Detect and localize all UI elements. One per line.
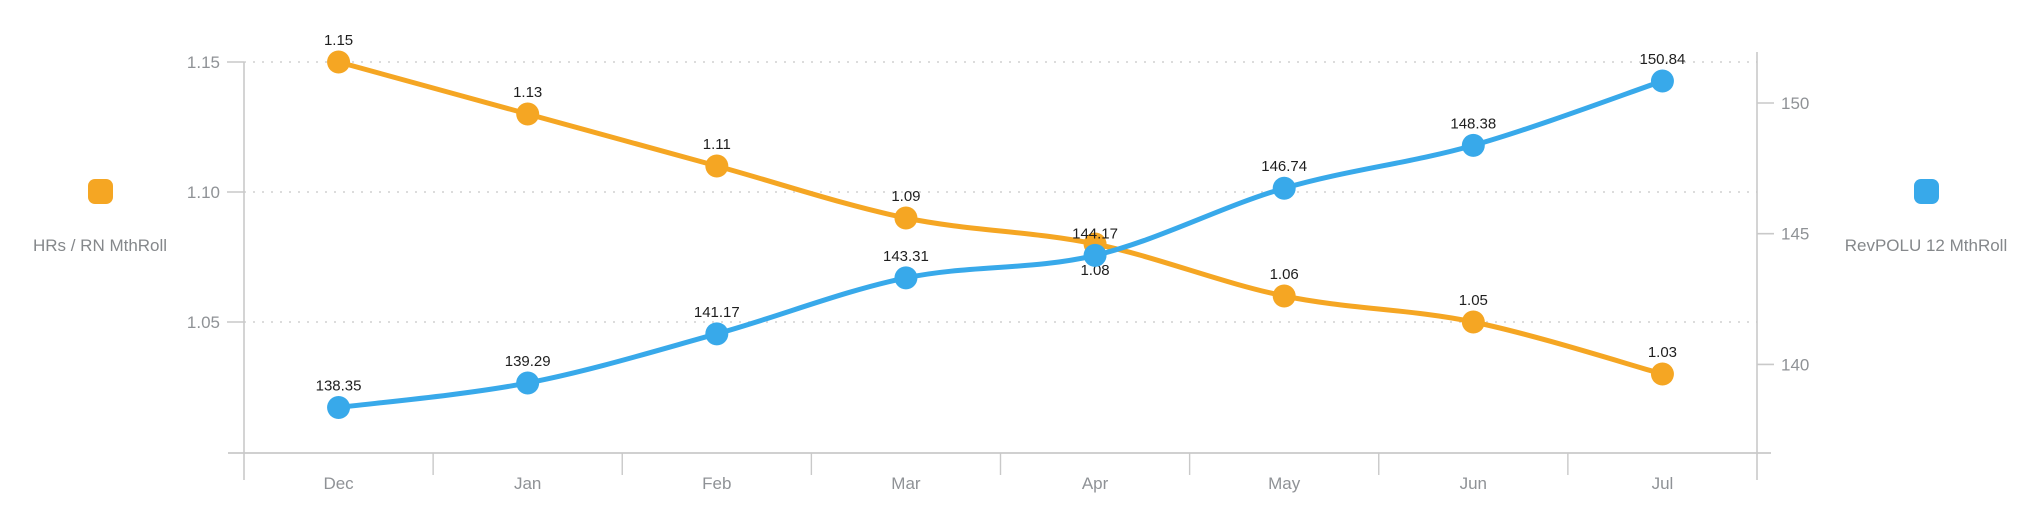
- y-axis-right-tick-label: 150: [1781, 94, 1809, 113]
- x-axis-category-label: May: [1268, 474, 1301, 493]
- x-axis-category-label: Mar: [891, 474, 921, 493]
- data-point-label: 146.74: [1261, 158, 1307, 175]
- data-point-label: 143.31: [883, 248, 929, 265]
- y-axis-right-tick-label: 145: [1781, 225, 1809, 244]
- data-point[interactable]: [516, 371, 540, 395]
- series-line-0: [336, 59, 1665, 377]
- data-point-label: 1.03: [1648, 344, 1677, 361]
- x-axis-category-label: Jul: [1652, 474, 1674, 493]
- legend-revpolu: RevPOLU 12 MthRoll: [1839, 179, 2013, 256]
- y-axis-left-tick-label: 1.10: [187, 183, 220, 202]
- y-axis-left-tick-label: 1.05: [187, 313, 220, 332]
- data-point-label: 141.17: [694, 304, 740, 321]
- x-axis-category-label: Feb: [702, 474, 731, 493]
- data-point-label: 138.35: [316, 378, 362, 395]
- data-point[interactable]: [1650, 362, 1674, 386]
- data-point[interactable]: [327, 50, 351, 74]
- data-point[interactable]: [327, 396, 351, 420]
- data-point[interactable]: [516, 102, 540, 126]
- data-point-label: 1.05: [1459, 292, 1488, 309]
- data-point[interactable]: [894, 206, 918, 230]
- data-point[interactable]: [1083, 243, 1107, 267]
- data-point-label: 139.29: [505, 353, 551, 370]
- data-point[interactable]: [705, 154, 729, 178]
- x-axis-category-label: Dec: [323, 474, 354, 493]
- legend-swatch-blue[interactable]: [1913, 179, 1939, 204]
- legend-label-revpolu[interactable]: RevPOLU 12 MthRoll: [1844, 236, 2008, 255]
- data-point[interactable]: [1461, 133, 1485, 157]
- data-point-label: 150.84: [1639, 51, 1685, 68]
- x-axis-category-label: Apr: [1082, 474, 1109, 493]
- data-point-label: 1.08: [1080, 262, 1109, 279]
- legend-hrs-rn: HRs / RN MthRoll: [17, 179, 183, 256]
- data-point[interactable]: [705, 322, 729, 346]
- data-point-label: 1.06: [1270, 266, 1299, 283]
- legend-label-hrs-rn[interactable]: HRs / RN MthRoll: [32, 236, 168, 255]
- data-point-label: 1.11: [703, 136, 731, 153]
- x-axis-category-label: Jan: [514, 474, 541, 493]
- data-point-label: 144.17: [1072, 225, 1118, 242]
- data-point[interactable]: [1461, 310, 1485, 334]
- data-point[interactable]: [894, 266, 918, 290]
- series-line-1: [336, 78, 1665, 411]
- data-point-label: 1.13: [513, 84, 542, 101]
- data-point[interactable]: [1272, 176, 1296, 200]
- y-axis-left-tick-label: 1.15: [187, 53, 220, 72]
- data-point[interactable]: [1650, 69, 1674, 93]
- x-axis-category-label: Jun: [1460, 474, 1487, 493]
- data-point-label: 1.15: [324, 32, 353, 49]
- data-point[interactable]: [1272, 284, 1296, 308]
- y-axis-right-tick-label: 140: [1781, 355, 1809, 374]
- legend-swatch-orange[interactable]: [87, 179, 113, 204]
- data-point-label: 1.09: [891, 188, 920, 205]
- data-point-label: 148.38: [1450, 115, 1496, 132]
